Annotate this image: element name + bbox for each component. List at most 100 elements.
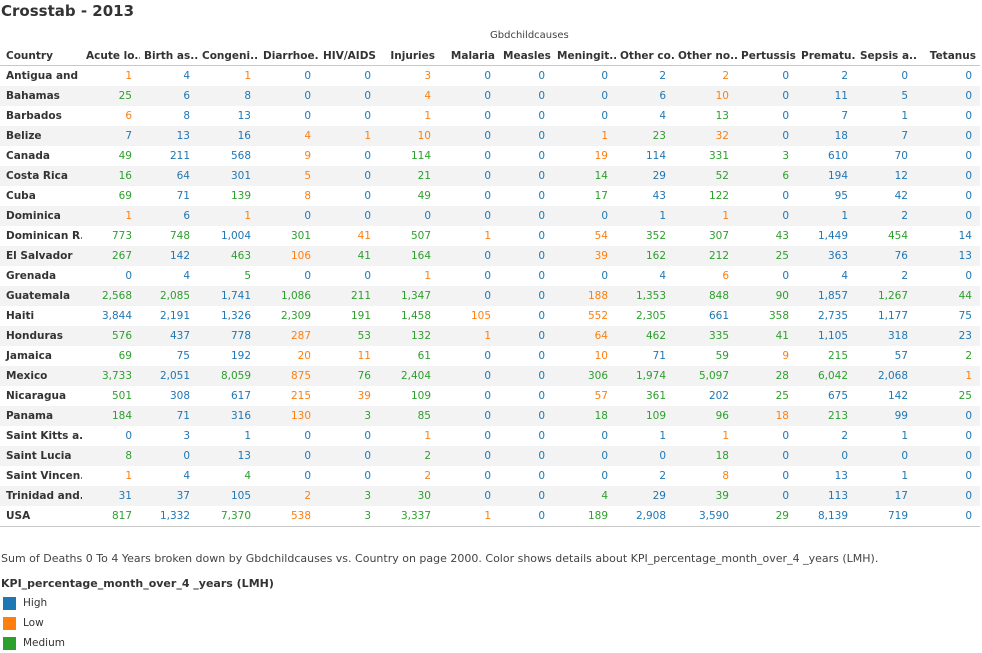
table-cell[interactable]: 23 xyxy=(916,326,980,346)
table-cell[interactable]: 0 xyxy=(499,126,553,146)
table-cell[interactable]: 437 xyxy=(140,326,198,346)
table-cell[interactable]: 2,068 xyxy=(856,366,916,386)
table-cell[interactable]: 13 xyxy=(916,246,980,266)
table-cell[interactable]: 69 xyxy=(118,350,132,362)
row-label-country[interactable]: Jamaica xyxy=(6,350,52,362)
table-cell[interactable]: 0 xyxy=(782,430,789,442)
table-cell[interactable]: 0 xyxy=(304,70,311,82)
table-cell[interactable]: 0 xyxy=(484,470,491,482)
table-cell[interactable]: 307 xyxy=(708,230,729,242)
table-cell[interactable]: 0 xyxy=(499,206,553,226)
table-cell[interactable]: 361 xyxy=(645,390,666,402)
table-cell[interactable]: 0 xyxy=(319,206,379,226)
table-cell[interactable]: 0 xyxy=(916,446,980,466)
column-header[interactable]: Meningit.. xyxy=(553,46,616,66)
table-cell[interactable]: 1,347 xyxy=(379,286,439,306)
table-cell[interactable]: 105 xyxy=(470,310,491,322)
row-label-country[interactable]: Dominica xyxy=(0,206,82,226)
table-cell[interactable]: 0 xyxy=(304,110,311,122)
table-cell[interactable]: 3 xyxy=(183,430,190,442)
table-cell[interactable]: 0 xyxy=(439,366,499,386)
table-cell[interactable]: 2,051 xyxy=(140,366,198,386)
table-cell[interactable]: 1,974 xyxy=(616,366,674,386)
table-cell[interactable]: 1 xyxy=(424,270,431,282)
row-header-country[interactable]: Country xyxy=(0,46,82,66)
table-cell[interactable]: 0 xyxy=(439,446,499,466)
table-cell[interactable]: 114 xyxy=(410,150,431,162)
table-cell[interactable]: 71 xyxy=(176,190,190,202)
table-cell[interactable]: 191 xyxy=(350,310,371,322)
table-cell[interactable]: 59 xyxy=(715,350,729,362)
row-label-country[interactable]: Saint Vincen.. xyxy=(6,470,82,482)
table-cell[interactable]: 41 xyxy=(737,326,797,346)
table-cell[interactable]: 211 xyxy=(319,286,379,306)
table-cell[interactable]: 0 xyxy=(484,110,491,122)
table-cell[interactable]: 0 xyxy=(439,166,499,186)
table-cell[interactable]: 17 xyxy=(594,190,608,202)
table-cell[interactable]: 96 xyxy=(674,406,737,426)
column-header[interactable]: HIV/AIDS xyxy=(319,46,379,66)
column-header[interactable]: Other co.. xyxy=(616,46,674,66)
table-cell[interactable]: 39 xyxy=(357,390,371,402)
table-cell[interactable]: 76 xyxy=(856,246,916,266)
table-cell[interactable]: 0 xyxy=(538,110,545,122)
table-cell[interactable]: 0 xyxy=(601,470,608,482)
table-cell[interactable]: 71 xyxy=(140,406,198,426)
table-cell[interactable]: 139 xyxy=(230,190,251,202)
table-cell[interactable]: 8 xyxy=(304,190,311,202)
table-cell[interactable]: 0 xyxy=(737,446,797,466)
table-cell[interactable]: 1 xyxy=(553,126,616,146)
table-cell[interactable]: 9 xyxy=(304,150,311,162)
table-cell[interactable]: 2,735 xyxy=(817,310,848,322)
table-cell[interactable]: 3 xyxy=(319,506,379,527)
table-cell[interactable]: 1 xyxy=(198,206,259,226)
table-cell[interactable]: 212 xyxy=(674,246,737,266)
table-cell[interactable]: 43 xyxy=(652,190,666,202)
table-cell[interactable]: 1,105 xyxy=(797,326,856,346)
table-cell[interactable]: 0 xyxy=(538,390,545,402)
table-cell[interactable]: 0 xyxy=(304,470,311,482)
table-cell[interactable]: 848 xyxy=(674,286,737,306)
table-cell[interactable]: 0 xyxy=(901,70,908,82)
table-cell[interactable]: 57 xyxy=(894,350,908,362)
table-cell[interactable]: 1 xyxy=(125,70,132,82)
table-cell[interactable]: 25 xyxy=(775,390,789,402)
table-cell[interactable]: 54 xyxy=(594,230,608,242)
table-cell[interactable]: 39 xyxy=(553,246,616,266)
table-cell[interactable]: 11 xyxy=(797,86,856,106)
table-cell[interactable]: 8,059 xyxy=(198,366,259,386)
table-cell[interactable]: 358 xyxy=(768,310,789,322)
table-cell[interactable]: 8 xyxy=(183,110,190,122)
table-cell[interactable]: 0 xyxy=(319,446,379,466)
table-cell[interactable]: 61 xyxy=(417,350,431,362)
table-cell[interactable]: 164 xyxy=(379,246,439,266)
table-cell[interactable]: 0 xyxy=(499,166,553,186)
table-cell[interactable]: 0 xyxy=(484,70,491,82)
table-cell[interactable]: 617 xyxy=(230,390,251,402)
table-cell[interactable]: 23 xyxy=(616,126,674,146)
table-cell[interactable]: 1,267 xyxy=(856,286,916,306)
table-cell[interactable]: 113 xyxy=(797,486,856,506)
table-cell[interactable]: 13 xyxy=(140,126,198,146)
row-label-country[interactable]: Costa Rica xyxy=(0,166,82,186)
table-cell[interactable]: 0 xyxy=(259,86,319,106)
row-label-country[interactable]: Nicaragua xyxy=(6,390,67,402)
table-cell[interactable]: 2,404 xyxy=(379,366,439,386)
table-cell[interactable]: 331 xyxy=(708,150,729,162)
table-cell[interactable]: 2 xyxy=(259,486,319,506)
row-label-country[interactable]: Canada xyxy=(6,150,50,162)
row-label-country[interactable]: Belize xyxy=(0,126,82,146)
table-cell[interactable]: 18 xyxy=(797,126,856,146)
table-cell[interactable]: 25 xyxy=(958,390,972,402)
table-cell[interactable]: 14 xyxy=(553,166,616,186)
table-cell[interactable]: 4 xyxy=(841,270,848,282)
table-cell[interactable]: 0 xyxy=(364,430,371,442)
table-cell[interactable]: 13 xyxy=(198,446,259,466)
table-cell[interactable]: 2 xyxy=(659,470,666,482)
table-cell[interactable]: 0 xyxy=(379,206,439,226)
table-cell[interactable]: 0 xyxy=(538,230,545,242)
table-cell[interactable]: 1,458 xyxy=(400,310,431,322)
row-label-country[interactable]: Barbados xyxy=(6,110,62,122)
table-cell[interactable]: 2 xyxy=(901,270,908,282)
table-cell[interactable]: 75 xyxy=(176,350,190,362)
